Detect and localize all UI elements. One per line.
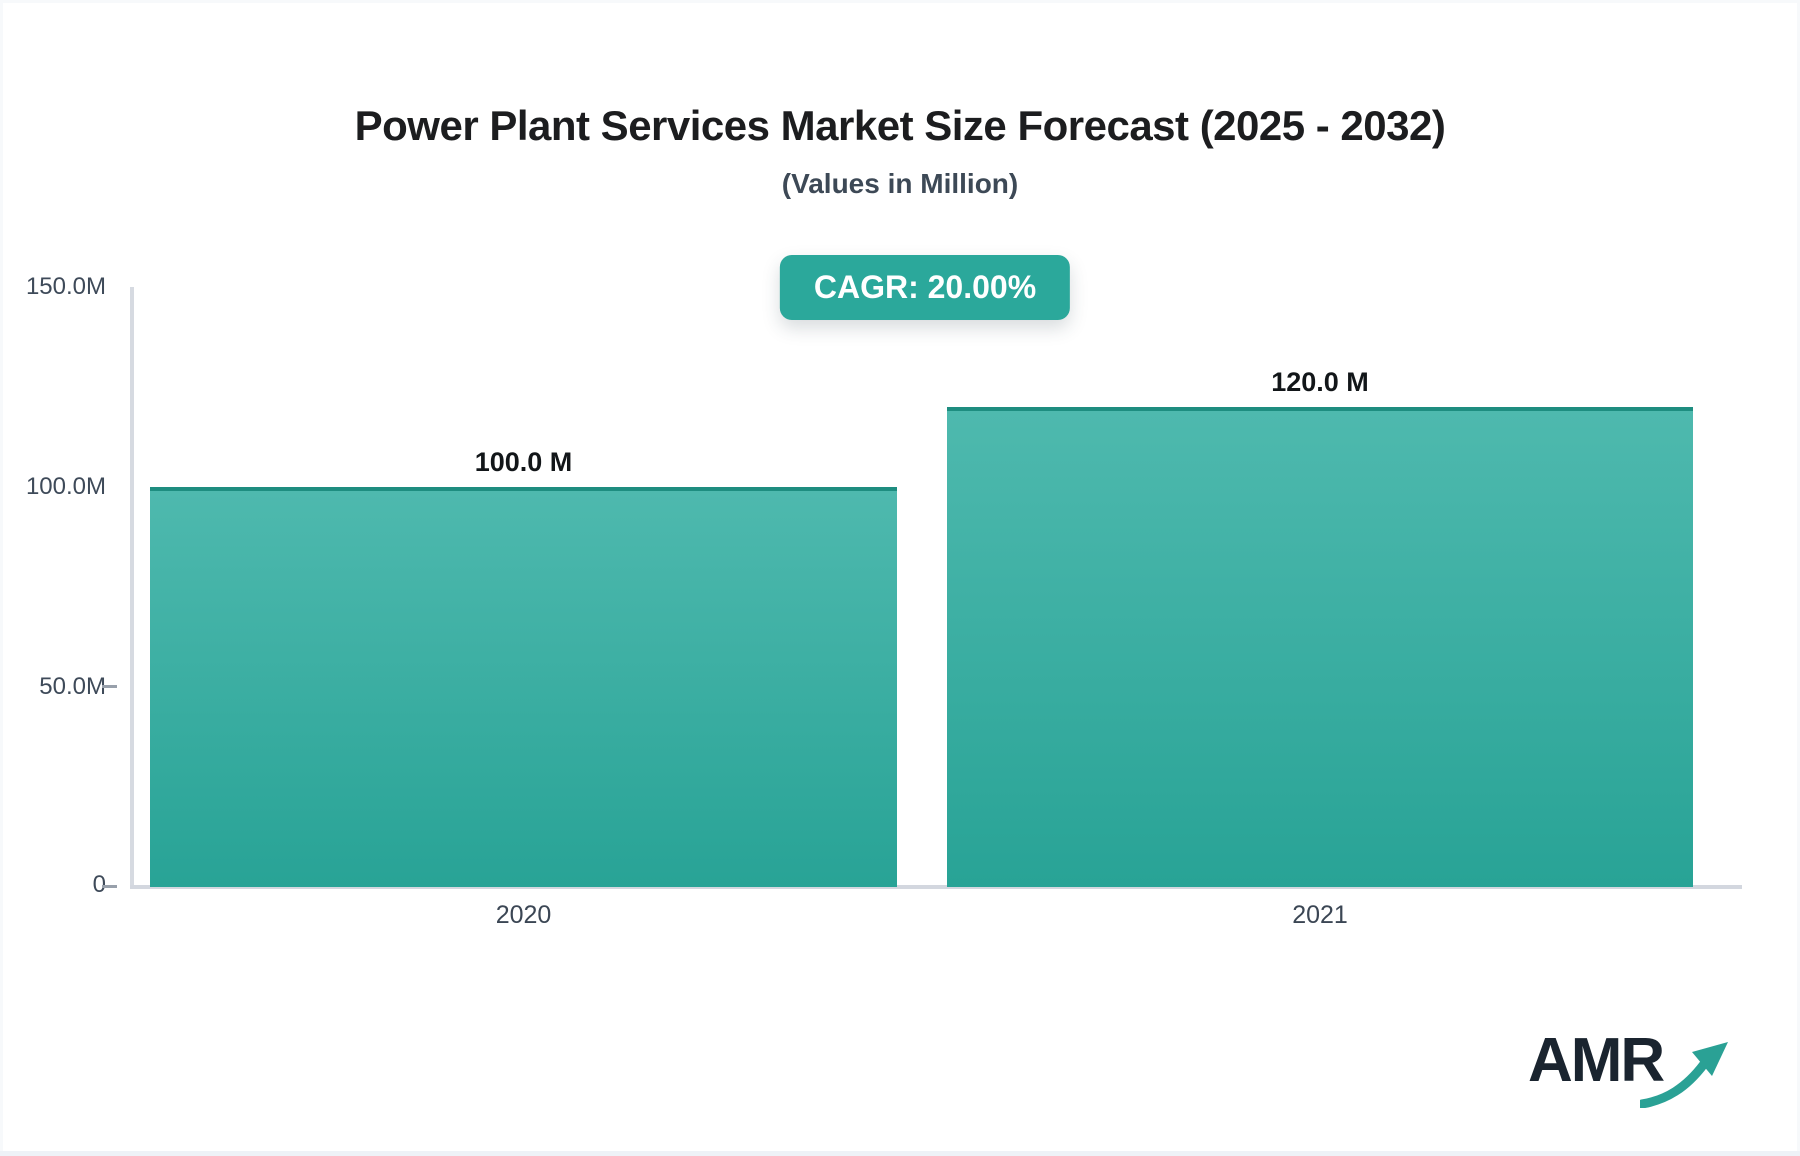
x-axis-label-2021: 2021 bbox=[1292, 901, 1348, 929]
bar[interactable] bbox=[947, 407, 1693, 887]
y-axis-label-0: 0 bbox=[92, 871, 106, 898]
x-axis-label-2020: 2020 bbox=[495, 901, 552, 929]
y-axis-label-100: 100.0M bbox=[25, 473, 106, 500]
bar-value-label: 120.0 M bbox=[1271, 367, 1369, 397]
y-tick-50 bbox=[102, 685, 117, 688]
y-axis-label-150: 150.0M bbox=[25, 273, 106, 300]
x-axis-line bbox=[130, 885, 1742, 889]
chart-subtitle: (Values in Million) bbox=[781, 168, 1019, 199]
cagr-badge: CAGR: 20.00% bbox=[779, 255, 1071, 320]
bar-group-2020: 100.0 M bbox=[150, 447, 897, 887]
bar-group-2021: 120.0 M bbox=[947, 367, 1693, 887]
y-axis-line bbox=[130, 287, 134, 887]
amr-logo-text: AMR bbox=[1528, 1026, 1665, 1095]
page-bottom-edge bbox=[0, 1151, 1800, 1156]
growth-arrow-icon bbox=[1640, 1042, 1728, 1108]
amr-logo: AMR bbox=[1528, 1030, 1728, 1108]
y-axis-label-50: 50.0M bbox=[39, 673, 106, 700]
chart-title: Power Plant Services Market Size Forecas… bbox=[354, 102, 1446, 149]
bar[interactable] bbox=[150, 487, 897, 887]
bar-value-label: 100.0 M bbox=[474, 447, 573, 477]
y-tick-0 bbox=[102, 885, 117, 888]
